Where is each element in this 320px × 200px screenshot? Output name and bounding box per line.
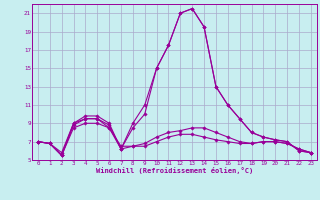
X-axis label: Windchill (Refroidissement éolien,°C): Windchill (Refroidissement éolien,°C)	[96, 168, 253, 174]
